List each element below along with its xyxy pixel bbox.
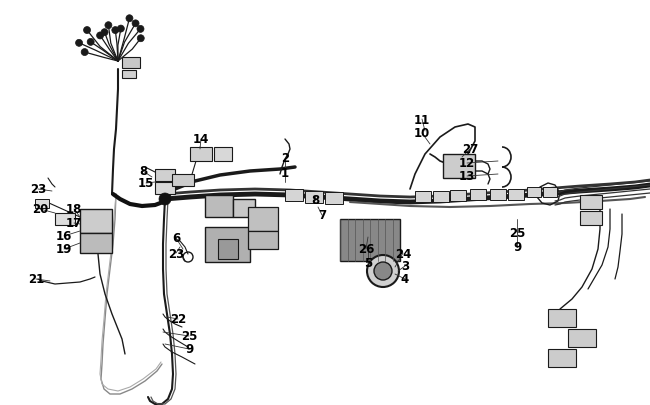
Bar bbox=[233, 200, 255, 217]
Bar bbox=[205, 196, 233, 217]
Circle shape bbox=[138, 24, 146, 31]
Text: 8: 8 bbox=[139, 165, 147, 178]
Bar bbox=[205, 228, 250, 262]
Circle shape bbox=[159, 194, 171, 205]
Bar bbox=[548, 349, 576, 367]
Circle shape bbox=[145, 28, 151, 35]
Circle shape bbox=[125, 20, 132, 27]
Bar bbox=[450, 190, 466, 202]
Text: 21: 21 bbox=[28, 273, 44, 286]
Bar bbox=[433, 192, 449, 202]
Text: 8: 8 bbox=[311, 194, 319, 207]
Circle shape bbox=[77, 41, 84, 48]
Bar bbox=[172, 175, 194, 187]
Bar bbox=[580, 196, 602, 209]
Text: 9: 9 bbox=[513, 241, 521, 254]
Bar bbox=[305, 192, 323, 203]
Text: 19: 19 bbox=[56, 243, 72, 256]
Text: 13: 13 bbox=[459, 170, 475, 183]
Bar bbox=[248, 231, 278, 249]
Text: 25: 25 bbox=[181, 330, 197, 343]
Text: 20: 20 bbox=[32, 203, 48, 216]
Bar bbox=[218, 239, 238, 259]
Text: 18: 18 bbox=[66, 203, 82, 216]
Bar bbox=[285, 190, 303, 202]
Text: 11: 11 bbox=[414, 113, 430, 126]
Bar bbox=[580, 211, 602, 226]
Bar bbox=[80, 233, 112, 254]
Text: 14: 14 bbox=[193, 133, 209, 146]
Bar bbox=[490, 190, 506, 200]
Text: 1: 1 bbox=[281, 167, 289, 180]
Bar bbox=[248, 207, 278, 231]
Bar bbox=[122, 71, 136, 79]
Circle shape bbox=[90, 24, 98, 31]
Circle shape bbox=[90, 34, 97, 40]
Circle shape bbox=[118, 17, 125, 24]
Text: 25: 25 bbox=[509, 227, 525, 240]
Bar bbox=[55, 213, 75, 226]
Bar bbox=[155, 170, 175, 181]
Text: 5: 5 bbox=[364, 257, 372, 270]
Circle shape bbox=[75, 48, 82, 55]
Text: 4: 4 bbox=[401, 273, 409, 286]
Text: 22: 22 bbox=[170, 313, 186, 326]
Text: 10: 10 bbox=[414, 127, 430, 140]
Bar bbox=[190, 148, 212, 162]
Bar bbox=[527, 188, 541, 198]
Bar bbox=[415, 192, 431, 202]
Bar bbox=[214, 148, 232, 162]
Bar bbox=[508, 190, 524, 200]
Bar bbox=[443, 155, 475, 179]
Circle shape bbox=[374, 262, 392, 280]
Bar bbox=[568, 329, 596, 347]
Circle shape bbox=[133, 18, 140, 25]
Circle shape bbox=[367, 256, 399, 287]
Bar bbox=[155, 183, 175, 194]
Text: 15: 15 bbox=[138, 177, 154, 190]
Text: 17: 17 bbox=[66, 217, 82, 230]
Text: 6: 6 bbox=[172, 232, 180, 245]
Text: 12: 12 bbox=[459, 157, 475, 170]
Text: 7: 7 bbox=[318, 209, 326, 222]
Text: 9: 9 bbox=[185, 343, 193, 356]
Circle shape bbox=[105, 23, 112, 30]
Bar bbox=[122, 58, 140, 69]
Bar bbox=[340, 220, 400, 261]
Text: 2: 2 bbox=[281, 152, 289, 165]
Text: 24: 24 bbox=[395, 247, 411, 260]
Circle shape bbox=[96, 19, 103, 26]
Bar bbox=[470, 190, 486, 200]
Circle shape bbox=[84, 37, 90, 44]
Bar bbox=[548, 309, 576, 327]
Bar bbox=[543, 188, 557, 198]
Bar bbox=[80, 209, 112, 233]
Text: 16: 16 bbox=[56, 230, 72, 243]
Text: 26: 26 bbox=[358, 243, 374, 256]
Text: 23: 23 bbox=[30, 183, 46, 196]
Circle shape bbox=[111, 23, 118, 30]
Bar bbox=[325, 192, 343, 205]
Text: 3: 3 bbox=[401, 260, 409, 273]
Text: 27: 27 bbox=[462, 143, 478, 156]
Bar bbox=[35, 200, 49, 209]
Text: 23: 23 bbox=[168, 247, 184, 260]
